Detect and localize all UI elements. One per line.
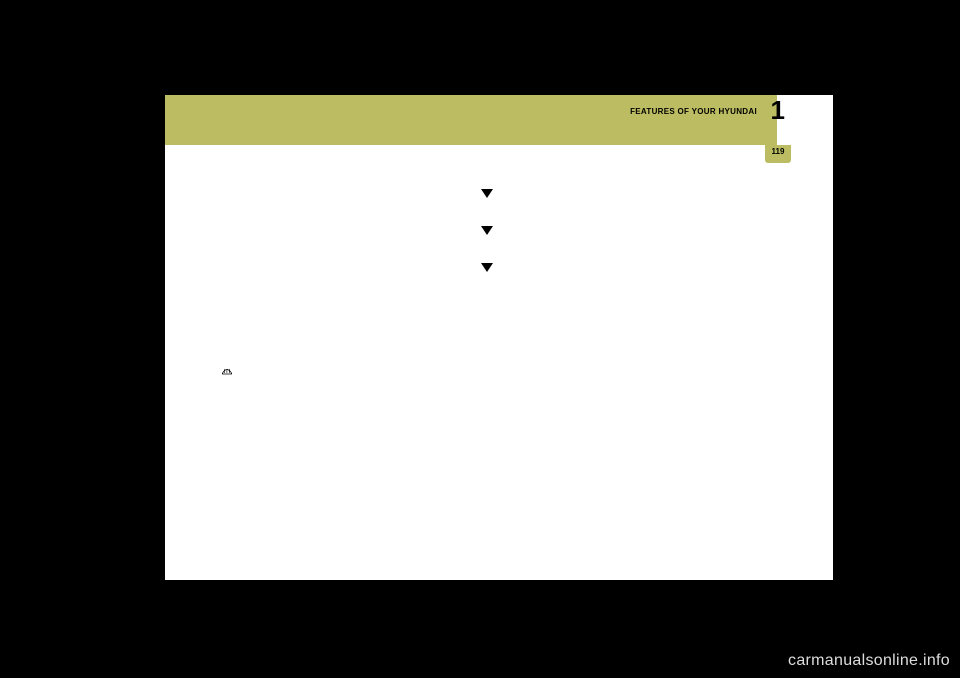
arrow-up-outline-icon	[481, 300, 493, 309]
arrow-column	[481, 189, 495, 374]
watermark-text: carmanualsonline.info	[788, 652, 950, 670]
arrow-down-icon	[481, 189, 493, 198]
manual-page: FEATURES OF YOUR HYUNDAI 1 119	[165, 95, 833, 580]
header-bar	[165, 95, 777, 145]
arrow-down-icon	[481, 263, 493, 272]
defrost-icon	[222, 367, 232, 375]
page-number: 119	[765, 145, 791, 163]
arrow-up-outline-icon	[481, 337, 493, 346]
section-title: FEATURES OF YOUR HYUNDAI	[630, 107, 757, 116]
chapter-number: 1	[771, 95, 785, 126]
arrow-down-icon	[481, 226, 493, 235]
